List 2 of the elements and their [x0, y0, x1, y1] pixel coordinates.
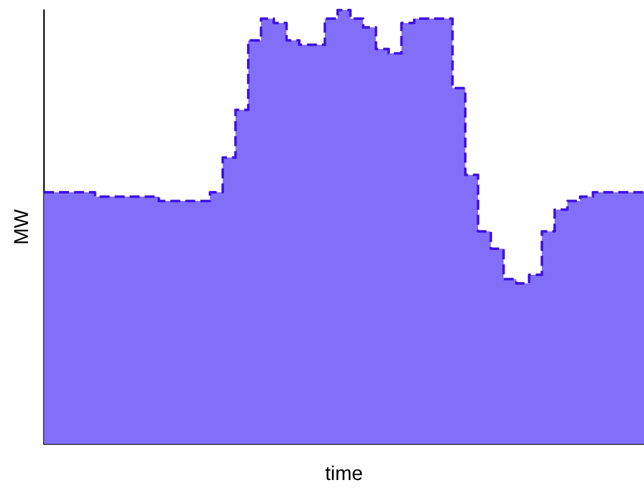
- y-axis-title: MW: [11, 209, 33, 245]
- x-axis-title: time: [325, 463, 363, 485]
